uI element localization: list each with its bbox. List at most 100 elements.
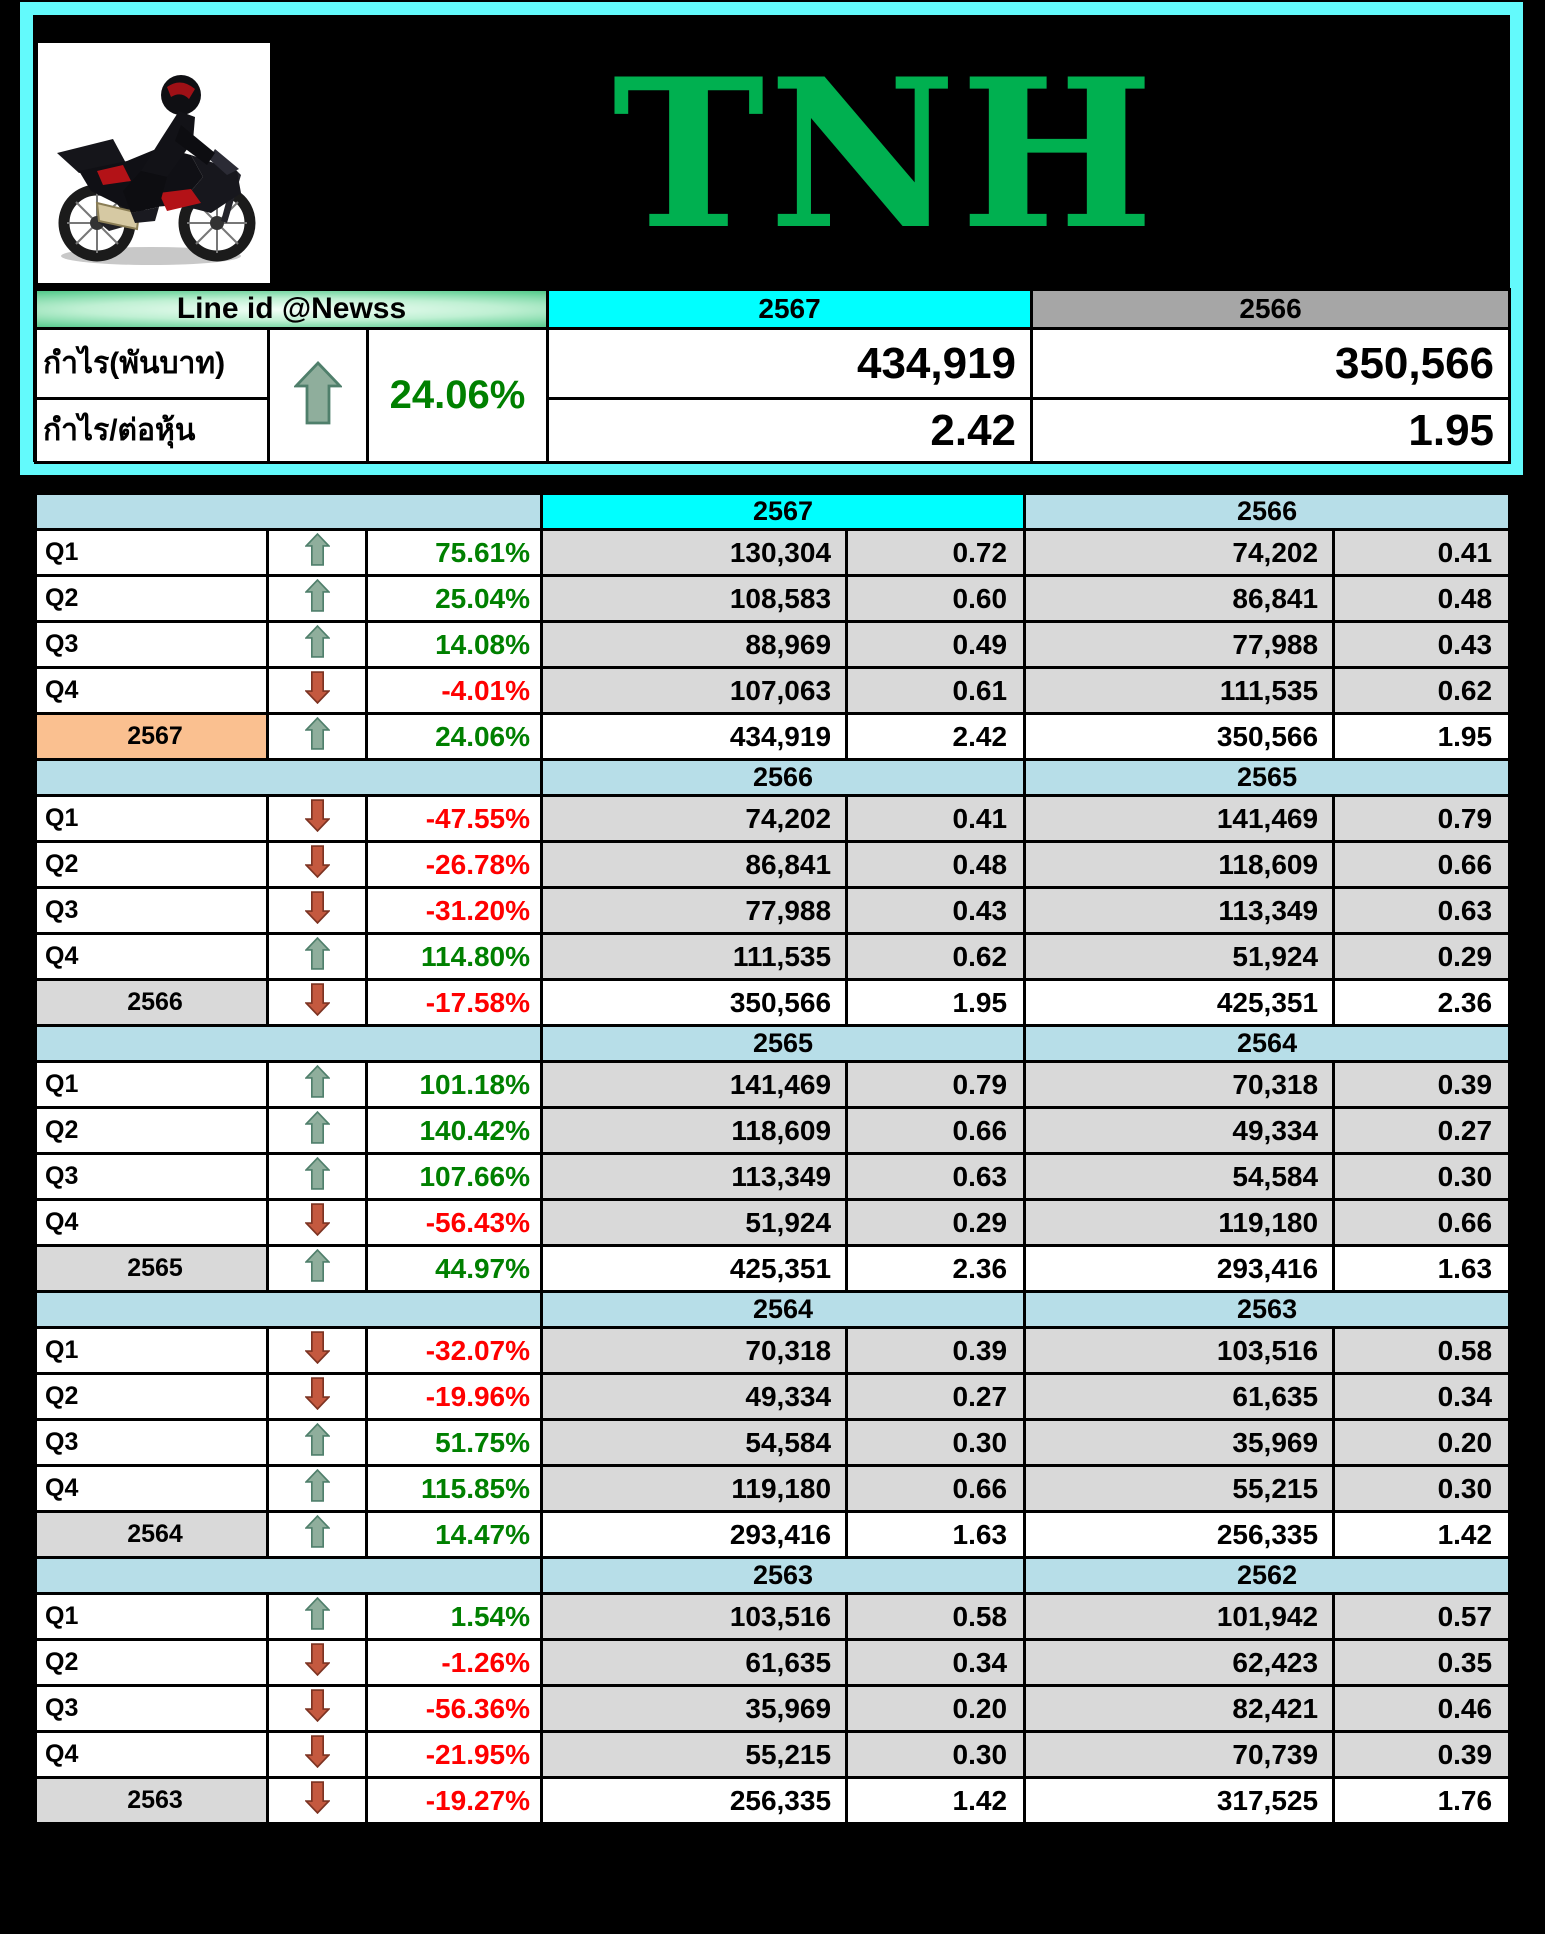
eps-left: 2.42 bbox=[845, 712, 1027, 761]
up-arrow-icon bbox=[303, 936, 331, 970]
trend-arrow-cell bbox=[266, 528, 368, 577]
profit-right: 101,942 bbox=[1023, 1592, 1336, 1641]
down-arrow-icon bbox=[303, 890, 331, 924]
up-arrow-icon bbox=[303, 1468, 331, 1502]
trend-arrow-cell bbox=[266, 666, 368, 715]
logo-box bbox=[38, 43, 270, 283]
profit-right: 62,423 bbox=[1023, 1638, 1336, 1687]
section-header-row: 2564 2563 bbox=[33, 1290, 1512, 1329]
section-year-left: 2563 bbox=[540, 1556, 1027, 1595]
row-label: Q2 bbox=[34, 1372, 269, 1421]
up-arrow-icon bbox=[303, 532, 331, 566]
eps-left: 0.66 bbox=[845, 1106, 1027, 1155]
row-label: Q3 bbox=[34, 620, 269, 669]
profit-left: 141,469 bbox=[540, 1060, 849, 1109]
profit-right: 118,609 bbox=[1023, 840, 1336, 889]
profit-right: 61,635 bbox=[1023, 1372, 1336, 1421]
profit-left: 118,609 bbox=[540, 1106, 849, 1155]
change-percent: -19.27% bbox=[364, 1776, 544, 1825]
profit-left: 61,635 bbox=[540, 1638, 849, 1687]
quarter-row: Q3 14.08% 88,969 0.49 77,988 0.43 bbox=[34, 620, 1512, 669]
up-arrow-icon bbox=[303, 716, 331, 750]
profit-previous: 350,566 bbox=[1030, 327, 1512, 400]
profit-right: 51,924 bbox=[1023, 932, 1336, 981]
profit-left: 119,180 bbox=[540, 1464, 849, 1513]
section-year-left: 2565 bbox=[540, 1024, 1027, 1063]
up-arrow-icon bbox=[303, 578, 331, 612]
eps-left: 0.63 bbox=[845, 1152, 1027, 1201]
row-label: Q1 bbox=[34, 1060, 269, 1109]
change-percent: 14.08% bbox=[364, 620, 544, 669]
row-label: Q3 bbox=[34, 886, 269, 935]
trend-arrow-cell bbox=[266, 1326, 368, 1375]
row-label: Q2 bbox=[34, 1106, 269, 1155]
section-header-spacer bbox=[33, 1290, 544, 1329]
profit-right: 82,421 bbox=[1023, 1684, 1336, 1733]
down-arrow-icon bbox=[303, 798, 331, 832]
quarter-row: Q4 -4.01% 107,063 0.61 111,535 0.62 bbox=[34, 666, 1512, 715]
change-percent: 44.97% bbox=[364, 1244, 544, 1293]
profit-right: 70,739 bbox=[1023, 1730, 1336, 1779]
quarter-row: Q3 51.75% 54,584 0.30 35,969 0.20 bbox=[34, 1418, 1512, 1467]
trend-arrow-cell bbox=[266, 794, 368, 843]
trend-arrow-cell bbox=[266, 1684, 368, 1733]
change-percent: 1.54% bbox=[364, 1592, 544, 1641]
down-arrow-icon bbox=[303, 1376, 331, 1410]
trend-arrow-cell bbox=[266, 574, 368, 623]
eps-right: 0.57 bbox=[1332, 1592, 1512, 1641]
down-arrow-icon bbox=[303, 1202, 331, 1236]
year-total-row: 2567 24.06% 434,919 2.42 350,566 1.95 bbox=[34, 712, 1512, 761]
profit-left: 434,919 bbox=[540, 712, 849, 761]
quarterly-table: 2567 2566 Q1 75.61% 130,304 0.72 74,202 0.41 Q2 2… bbox=[33, 492, 1512, 1825]
profit-right: 293,416 bbox=[1023, 1244, 1336, 1293]
trend-arrow-cell bbox=[266, 1464, 368, 1513]
trend-arrow-cell bbox=[266, 1372, 368, 1421]
profit-right: 111,535 bbox=[1023, 666, 1336, 715]
quarter-row: Q2 -19.96% 49,334 0.27 61,635 0.34 bbox=[34, 1372, 1512, 1421]
up-arrow-icon bbox=[303, 1248, 331, 1282]
trend-arrow-cell bbox=[266, 712, 368, 761]
row-label: Q1 bbox=[34, 1326, 269, 1375]
change-percent: -21.95% bbox=[364, 1730, 544, 1779]
profit-right: 350,566 bbox=[1023, 712, 1336, 761]
profit-left: 70,318 bbox=[540, 1326, 849, 1375]
change-percent: -4.01% bbox=[364, 666, 544, 715]
quarter-row: Q2 140.42% 118,609 0.66 49,334 0.27 bbox=[34, 1106, 1512, 1155]
quarter-row: Q3 -56.36% 35,969 0.20 82,421 0.46 bbox=[34, 1684, 1512, 1733]
eps-right: 0.30 bbox=[1332, 1152, 1512, 1201]
profit-right: 86,841 bbox=[1023, 574, 1336, 623]
summary-change-percent: 24.06% bbox=[365, 327, 550, 464]
eps-left: 0.48 bbox=[845, 840, 1027, 889]
change-percent: -1.26% bbox=[364, 1638, 544, 1687]
quarter-row: Q3 -31.20% 77,988 0.43 113,349 0.63 bbox=[34, 886, 1512, 935]
row-label: Q4 bbox=[34, 932, 269, 981]
eps-right: 0.34 bbox=[1332, 1372, 1512, 1421]
quarter-row: Q1 1.54% 103,516 0.58 101,942 0.57 bbox=[34, 1592, 1512, 1641]
section-header-spacer bbox=[33, 1024, 544, 1063]
eps-left: 0.49 bbox=[845, 620, 1027, 669]
eps-right: 0.66 bbox=[1332, 1198, 1512, 1247]
eps-left: 0.43 bbox=[845, 886, 1027, 935]
row-label: 2567 bbox=[34, 712, 269, 761]
trend-arrow-cell bbox=[266, 1152, 368, 1201]
down-arrow-icon bbox=[303, 1642, 331, 1676]
eps-right: 0.48 bbox=[1332, 574, 1512, 623]
change-percent: 14.47% bbox=[364, 1510, 544, 1559]
eps-left: 1.42 bbox=[845, 1776, 1027, 1825]
line-id-banner: Line id @Newss bbox=[33, 288, 550, 330]
down-arrow-icon bbox=[303, 1330, 331, 1364]
summary-table: Line id @Newss 2567 2566 กำไร(พันบาท) 24… bbox=[33, 288, 1512, 464]
row-label: 2563 bbox=[34, 1776, 269, 1825]
profit-left: 107,063 bbox=[540, 666, 849, 715]
section-header-row: 2566 2565 bbox=[33, 758, 1512, 797]
eps-right: 0.39 bbox=[1332, 1730, 1512, 1779]
profit-left: 111,535 bbox=[540, 932, 849, 981]
profit-right: 256,335 bbox=[1023, 1510, 1336, 1559]
year-total-row: 2565 44.97% 425,351 2.36 293,416 1.63 bbox=[34, 1244, 1512, 1293]
eps-right: 0.39 bbox=[1332, 1060, 1512, 1109]
eps-right: 0.20 bbox=[1332, 1418, 1512, 1467]
eps-left: 1.63 bbox=[845, 1510, 1027, 1559]
row-label: Q1 bbox=[34, 1592, 269, 1641]
section-header-row: 2565 2564 bbox=[33, 1024, 1512, 1063]
eps-label: กำไร/ต่อหุ้น bbox=[34, 397, 270, 464]
